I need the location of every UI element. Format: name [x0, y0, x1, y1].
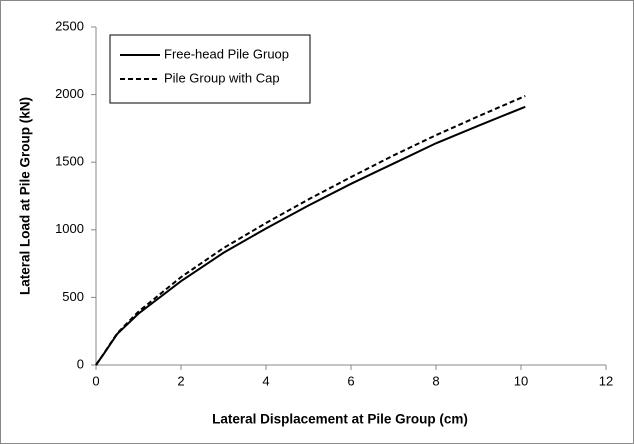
y-tick-label: 500 [62, 289, 84, 304]
legend-box [109, 34, 311, 104]
y-tick-label: 0 [77, 356, 84, 371]
y-tick-label: 2500 [55, 18, 84, 33]
legend-label: Free-head Pile Gruop [164, 46, 289, 61]
x-tick-label: 2 [177, 373, 184, 388]
y-tick-label: 1500 [55, 154, 84, 169]
series-line [95, 105, 526, 366]
x-tick-label: 8 [432, 373, 439, 388]
y-tick-label: 1000 [55, 221, 84, 236]
y-axis-label: Lateral Load at Pile Group (kN) [18, 97, 33, 295]
x-tick-label: 10 [514, 373, 528, 388]
x-tick-label: 0 [92, 373, 99, 388]
legend-label: Pile Group with Cap [164, 70, 280, 85]
series-line [95, 95, 526, 366]
x-axis-label: Lateral Displacement at Pile Group (cm) [212, 412, 468, 427]
x-tick-label: 12 [599, 373, 613, 388]
x-tick-label: 4 [262, 373, 269, 388]
y-tick-label: 2000 [55, 86, 84, 101]
x-tick-label: 6 [347, 373, 354, 388]
